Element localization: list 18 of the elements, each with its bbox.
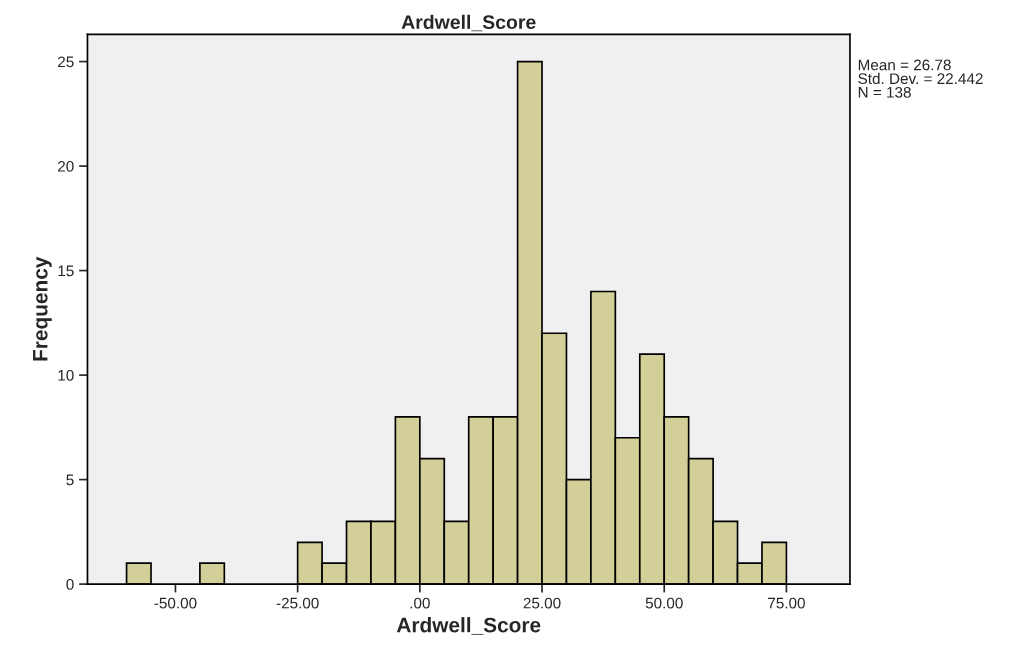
y-tick-label: 5 — [66, 474, 74, 486]
y-tick-label: 15 — [58, 265, 74, 277]
chart-title: Ardwell_Score — [401, 14, 536, 32]
x-tick-label: -50.00 — [154, 597, 197, 609]
x-tick-label: 75.00 — [768, 597, 805, 609]
text: N = 138 — [858, 86, 911, 98]
y-tick-label: 10 — [58, 369, 74, 381]
y-tick-label: 0 — [66, 578, 74, 590]
x-tick-label: -25.00 — [276, 597, 319, 609]
y-axis-title: Frequency — [33, 256, 52, 361]
x-tick-label: .00 — [410, 597, 430, 609]
text: Mean = 26.78 — [858, 59, 951, 71]
y-tick-label: 20 — [58, 160, 74, 172]
x-tick-label: 25.00 — [523, 597, 561, 609]
x-tick-label: 50.00 — [645, 597, 683, 609]
text: Std. Dev. = 22.442 — [858, 72, 983, 85]
x-axis-title: Ardwell_Score — [396, 617, 541, 635]
y-tick-label: 25 — [58, 56, 74, 68]
